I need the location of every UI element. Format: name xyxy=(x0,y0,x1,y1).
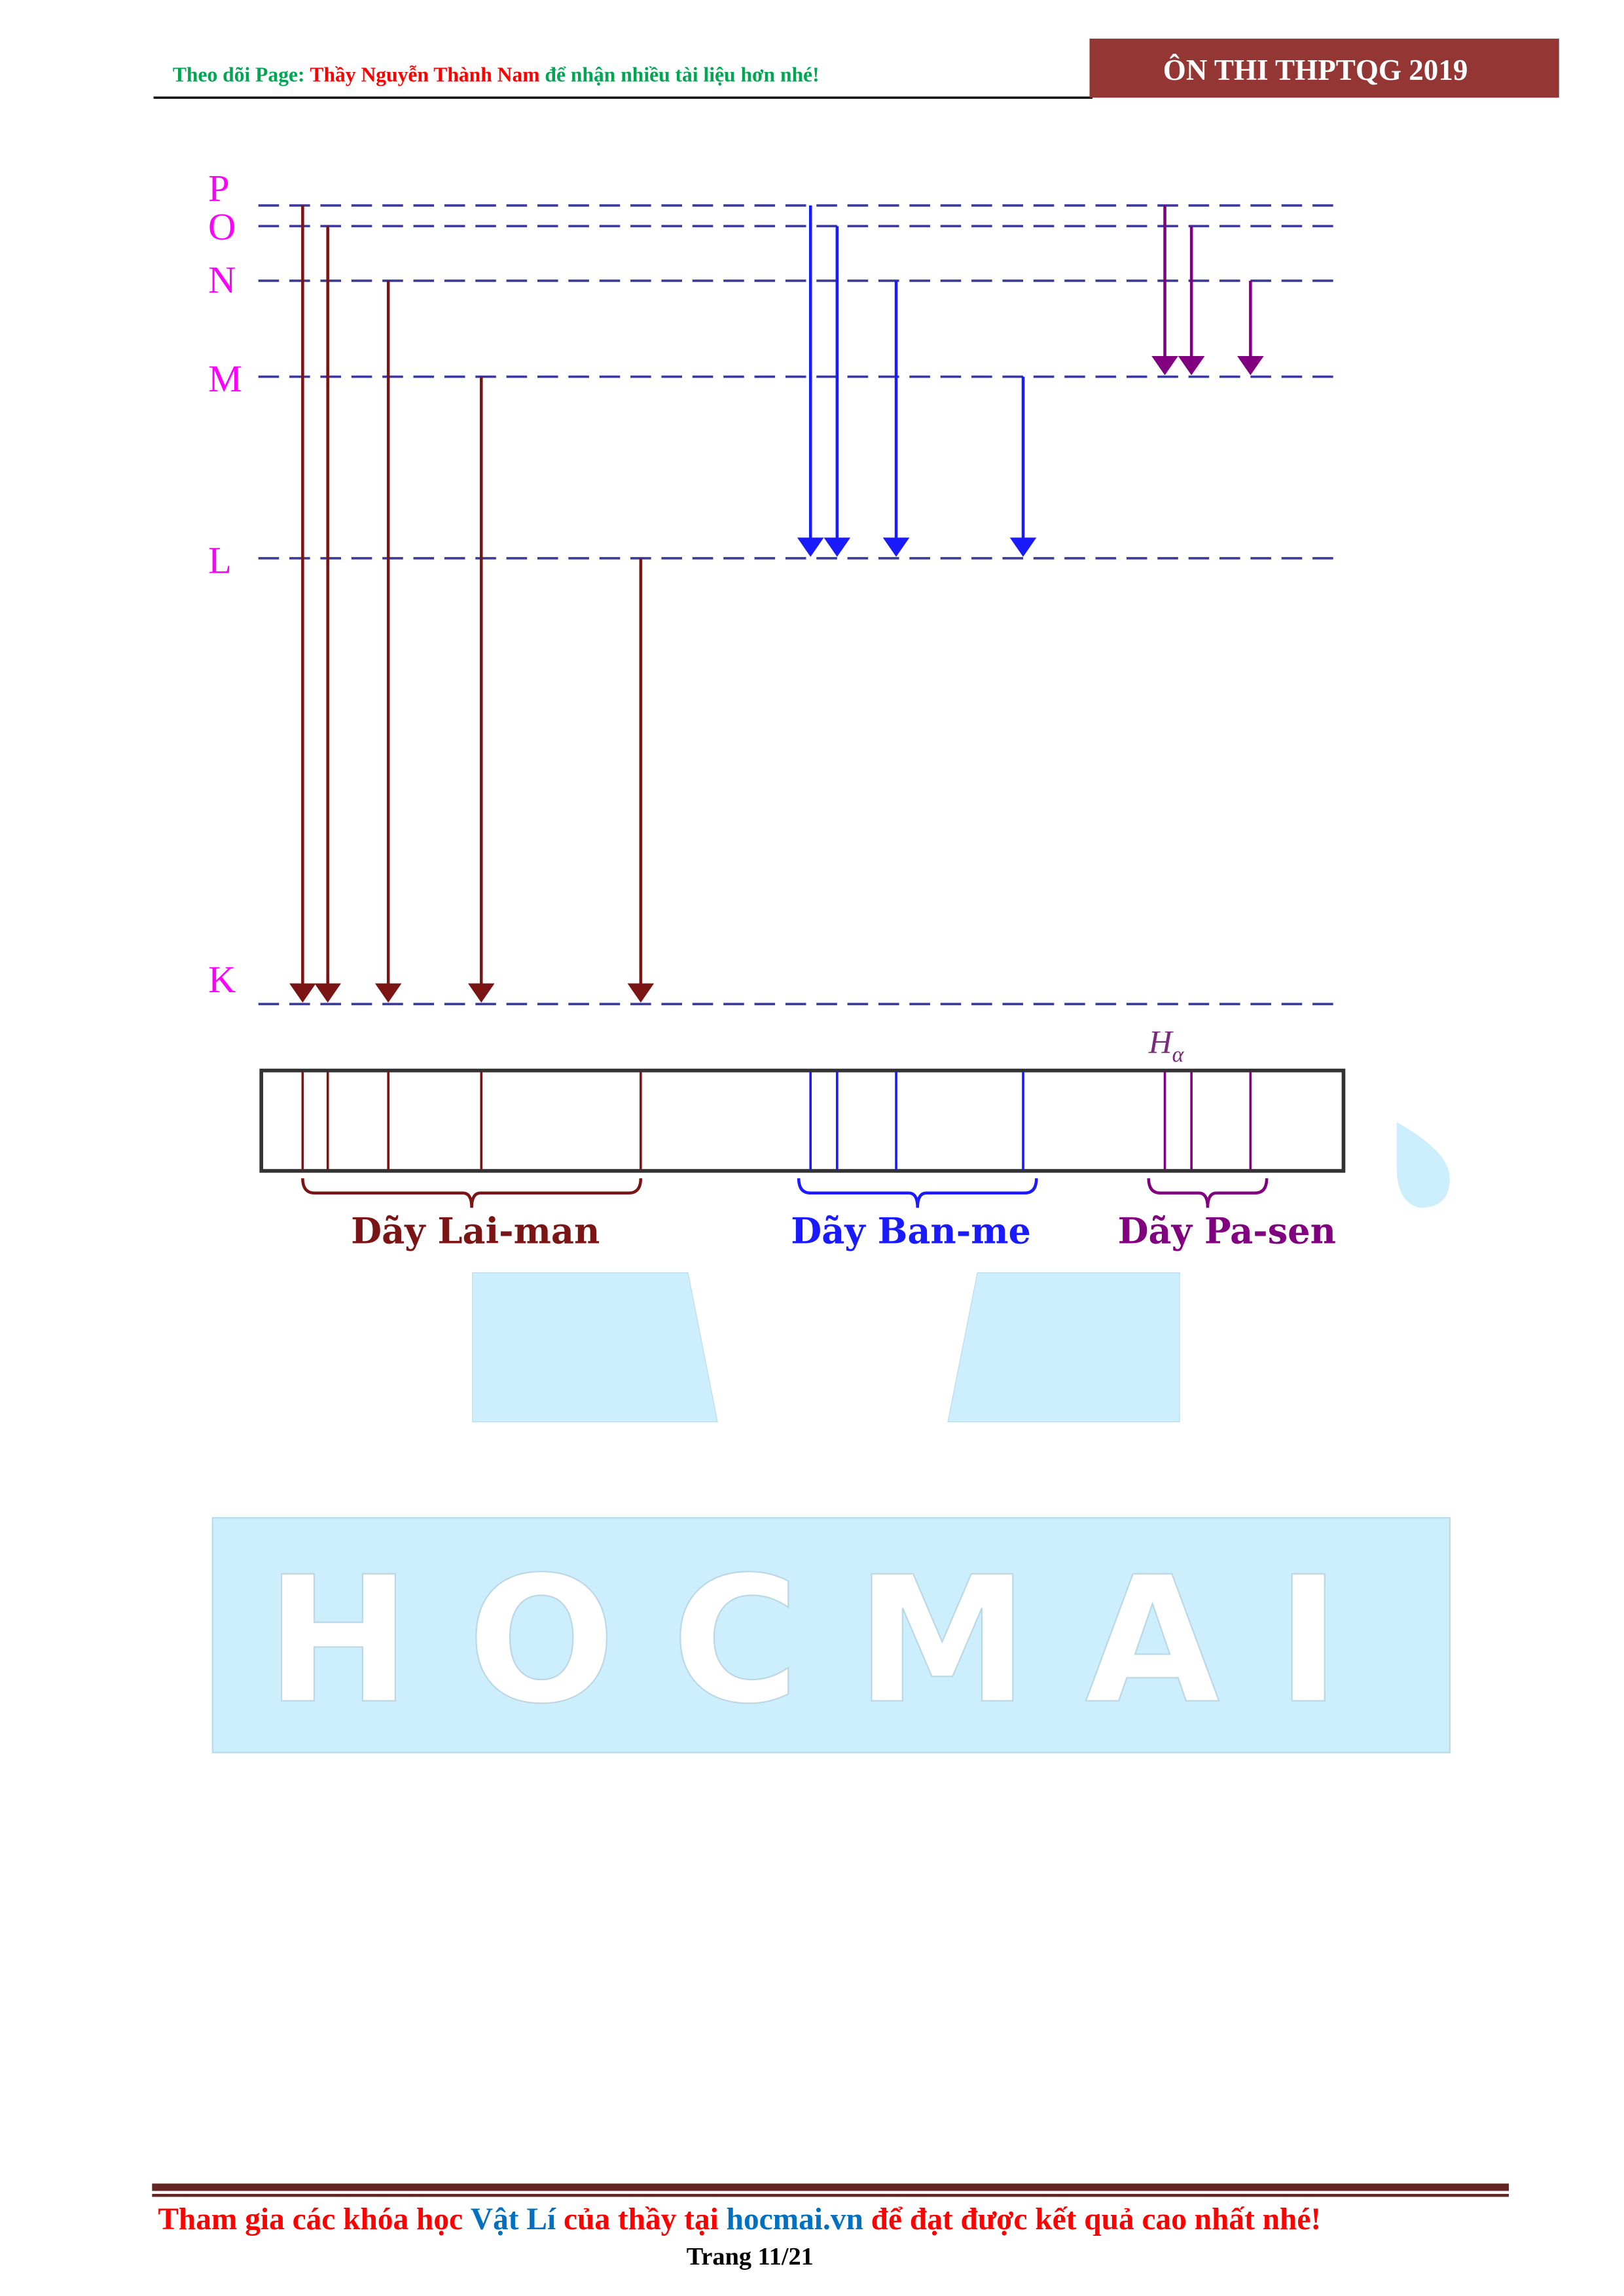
energy-level-label-K: K xyxy=(208,958,236,1001)
footer-cta: Tham gia các khóa học Vật Lí của thầy tạ… xyxy=(158,2202,1321,2236)
footer-rule-thin xyxy=(152,2193,1509,2197)
hocmai-link[interactable]: hocmai.vn xyxy=(727,2202,863,2236)
arrowhead-icon xyxy=(1237,355,1264,376)
energy-level-label-N: N xyxy=(208,259,236,301)
energy-level-label-P: P xyxy=(208,167,230,209)
watermark-text: HOCMAI xyxy=(266,1539,1397,1742)
series-label: Dãy Lai-man xyxy=(351,1210,600,1251)
series-label: Dãy Pa-sen xyxy=(1118,1210,1336,1251)
spectrum-box xyxy=(259,1068,1346,1173)
footer: Tham gia các khóa học Vật Lí của thầy tạ… xyxy=(152,2183,1509,2270)
energy-level-label-M: M xyxy=(208,357,242,400)
arrowhead-icon xyxy=(1009,537,1037,557)
energy-level-diagram: PON M L K Dãy Lai-man Dãy Ban-me Dãy Pa-sen H… xyxy=(208,167,1346,1251)
header-name[interactable]: Thầy Nguyễn Thành Nam xyxy=(310,63,539,86)
arrowhead-icon xyxy=(289,983,316,1003)
h-alpha-label: Hα xyxy=(1148,1024,1185,1067)
header-badge xyxy=(1089,39,1559,98)
arrowhead-icon xyxy=(823,537,851,557)
arrowhead-icon xyxy=(1151,355,1178,376)
arrowhead-icon xyxy=(627,983,655,1003)
series-label: Dãy Ban-me xyxy=(791,1210,1031,1251)
arrowhead-icon xyxy=(797,537,824,557)
energy-level-label-L: L xyxy=(208,539,232,582)
series-brace xyxy=(797,1178,1038,1208)
energy-level-label-O: O xyxy=(208,206,236,248)
arrowhead-icon xyxy=(467,983,495,1003)
arrowhead-icon xyxy=(314,983,342,1003)
header-text: Theo dõi Page: Thầy Nguyễn Thành Nam để … xyxy=(173,63,820,86)
watermark-box xyxy=(211,1516,1451,1753)
hocmai-watermark: HOCMAI xyxy=(211,1516,1451,1753)
series-brace xyxy=(301,1178,643,1208)
decor-shape-right xyxy=(947,1272,1180,1422)
header-suffix: để nhận nhiều tài liệu hơn nhé! xyxy=(540,63,820,86)
page-number: Trang 11/21 xyxy=(687,2243,814,2270)
header-badge-text: ÔN THI THPTQG 2019 xyxy=(1163,54,1468,86)
decor-shape-drop xyxy=(1396,1122,1450,1208)
arrowhead-icon xyxy=(1178,355,1205,376)
series-brace xyxy=(1147,1178,1269,1208)
footer-rule-thick xyxy=(152,2183,1509,2191)
arrowhead-icon xyxy=(882,537,910,557)
arrowhead-icon xyxy=(374,983,402,1003)
header-prefix: Theo dõi Page: xyxy=(173,63,310,86)
decor-shape-left xyxy=(472,1272,718,1422)
header: Theo dõi Page: Thầy Nguyễn Thành Nam để … xyxy=(153,39,1559,99)
